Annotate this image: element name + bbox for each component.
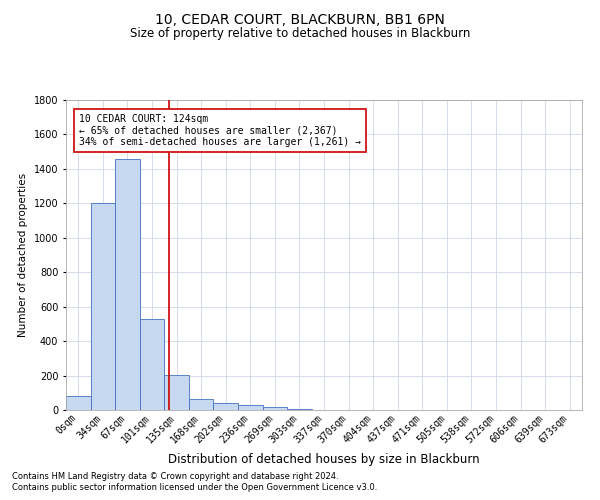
Bar bbox=[214, 404, 238, 410]
Bar bbox=[287, 408, 312, 410]
Text: 10 CEDAR COURT: 124sqm
← 65% of detached houses are smaller (2,367)
34% of semi-: 10 CEDAR COURT: 124sqm ← 65% of detached… bbox=[79, 114, 361, 147]
Bar bbox=[140, 318, 164, 410]
X-axis label: Distribution of detached houses by size in Blackburn: Distribution of detached houses by size … bbox=[168, 453, 480, 466]
Bar bbox=[238, 405, 263, 410]
Bar bbox=[263, 407, 287, 410]
Bar bbox=[91, 204, 115, 410]
Text: Contains public sector information licensed under the Open Government Licence v3: Contains public sector information licen… bbox=[12, 484, 377, 492]
Text: Size of property relative to detached houses in Blackburn: Size of property relative to detached ho… bbox=[130, 28, 470, 40]
Bar bbox=[189, 399, 214, 410]
Bar bbox=[66, 396, 91, 410]
Bar bbox=[115, 158, 140, 410]
Y-axis label: Number of detached properties: Number of detached properties bbox=[18, 173, 28, 337]
Text: Contains HM Land Registry data © Crown copyright and database right 2024.: Contains HM Land Registry data © Crown c… bbox=[12, 472, 338, 481]
Bar bbox=[164, 374, 189, 410]
Text: 10, CEDAR COURT, BLACKBURN, BB1 6PN: 10, CEDAR COURT, BLACKBURN, BB1 6PN bbox=[155, 12, 445, 26]
